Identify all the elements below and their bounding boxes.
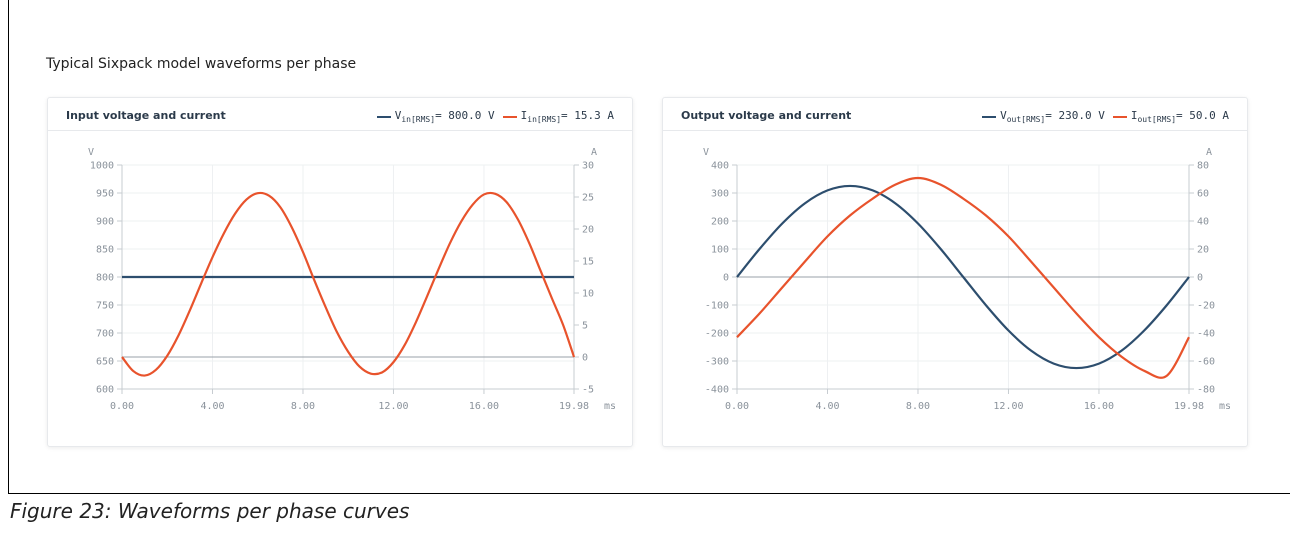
y-tick-label-right: -40 [1197, 329, 1215, 340]
card-divider [48, 130, 632, 131]
y-tick-label-right: 5 [582, 321, 588, 332]
input-chart-plot: 600 650 700 750 800 850 900 950 1000 -5 0 5 10 15 20 25… [88, 147, 616, 412]
output-chart-card: Output voltage and current Vout[RMS]= 23… [662, 97, 1248, 447]
y-tick-label-right: 30 [582, 161, 594, 172]
x-tick-label: 4.00 [815, 401, 839, 412]
figure-caption: Figure 23: Waveforms per phase curves [10, 499, 410, 523]
y-tick-label-left: -300 [705, 357, 729, 368]
y-tick-label-left: 850 [96, 245, 114, 256]
y-tick-label-left: 700 [96, 329, 114, 340]
x-tick-label: 16.00 [469, 401, 499, 412]
x-tick-label: 19.98 [1174, 401, 1204, 412]
left-axis-unit: V [703, 147, 709, 158]
y-tick-label-left: 650 [96, 357, 114, 368]
y-tick-label-right: 10 [582, 289, 594, 300]
y-tick-label-left: 0 [723, 273, 729, 284]
output-chart-plot: -400-300-200-1000100200300400-80-60-40-2… [703, 147, 1231, 412]
x-tick-label: 8.00 [291, 401, 315, 412]
y-tick-label-right: 60 [1197, 189, 1209, 200]
y-tick-label-right: 20 [1197, 245, 1209, 256]
y-tick-label-left: 300 [711, 189, 729, 200]
y-tick-label-left: -400 [705, 385, 729, 396]
card-divider [663, 130, 1247, 131]
y-tick-label-right: 0 [1197, 273, 1203, 284]
y-tick-label-right: 20 [582, 225, 594, 236]
x-tick-label: 12.00 [993, 401, 1023, 412]
output-chart-legend: Vout[RMS]= 230.0 V Iout[RMS]= 50.0 A [982, 109, 1229, 124]
y-tick-label-right: 25 [582, 193, 594, 204]
y-tick-label-left: -200 [705, 329, 729, 340]
current-series-line [121, 191, 576, 377]
y-tick-label-left: -100 [705, 301, 729, 312]
y-tick-label-right: -5 [582, 385, 594, 396]
legend-swatch-current [1112, 115, 1127, 118]
y-tick-label-right: 80 [1197, 161, 1209, 172]
output-chart-title: Output voltage and current [681, 109, 852, 122]
x-tick-label: 19.98 [559, 401, 589, 412]
y-tick-label-right: 0 [582, 353, 588, 364]
legend-swatch-voltage [376, 115, 391, 118]
x-tick-label: 0.00 [725, 401, 749, 412]
legend-item-output-current: Iout[RMS]= 50.0 A [1112, 109, 1229, 124]
legend-item-input-voltage: Vin[RMS]= 800.0 V [376, 109, 495, 124]
x-tick-label: 0.00 [110, 401, 134, 412]
right-axis-unit: A [591, 147, 597, 158]
y-tick-label-left: 950 [96, 189, 114, 200]
y-tick-label-left: 100 [711, 245, 729, 256]
y-tick-label-left: 600 [96, 385, 114, 396]
figure-frame [8, 0, 1290, 494]
y-tick-label-left: 200 [711, 217, 729, 228]
x-axis-unit: ms [604, 401, 616, 412]
voltage-series-line [736, 184, 1190, 370]
left-axis-unit: V [88, 147, 94, 158]
y-tick-label-left: 900 [96, 217, 114, 228]
y-tick-label-left: 1000 [90, 161, 114, 172]
y-tick-label-right: 40 [1197, 217, 1209, 228]
y-tick-label-left: 750 [96, 301, 114, 312]
legend-item-output-voltage: Vout[RMS]= 230.0 V [982, 109, 1105, 124]
x-tick-label: 16.00 [1084, 401, 1114, 412]
x-tick-label: 8.00 [906, 401, 930, 412]
current-series-line [736, 176, 1190, 379]
y-tick-label-right: -60 [1197, 357, 1215, 368]
legend-swatch-voltage [982, 115, 997, 118]
y-tick-label-right: 15 [582, 257, 594, 268]
y-tick-label-right: -80 [1197, 385, 1215, 396]
x-tick-label: 4.00 [200, 401, 224, 412]
y-tick-label-left: 800 [96, 273, 114, 284]
x-tick-label: 12.00 [378, 401, 408, 412]
x-axis-unit: ms [1219, 401, 1231, 412]
input-chart-card: Input voltage and current Vin[RMS]= 800.… [47, 97, 633, 447]
section-title: Typical Sixpack model waveforms per phas… [46, 56, 357, 72]
input-chart-title: Input voltage and current [66, 109, 226, 122]
right-axis-unit: A [1206, 147, 1212, 158]
input-chart-legend: Vin[RMS]= 800.0 V Iin[RMS]= 15.3 A [376, 109, 614, 124]
legend-item-input-current: Iin[RMS]= 15.3 A [502, 109, 614, 124]
legend-swatch-current [502, 115, 517, 118]
y-tick-label-left: 400 [711, 161, 729, 172]
y-tick-label-right: -20 [1197, 301, 1215, 312]
